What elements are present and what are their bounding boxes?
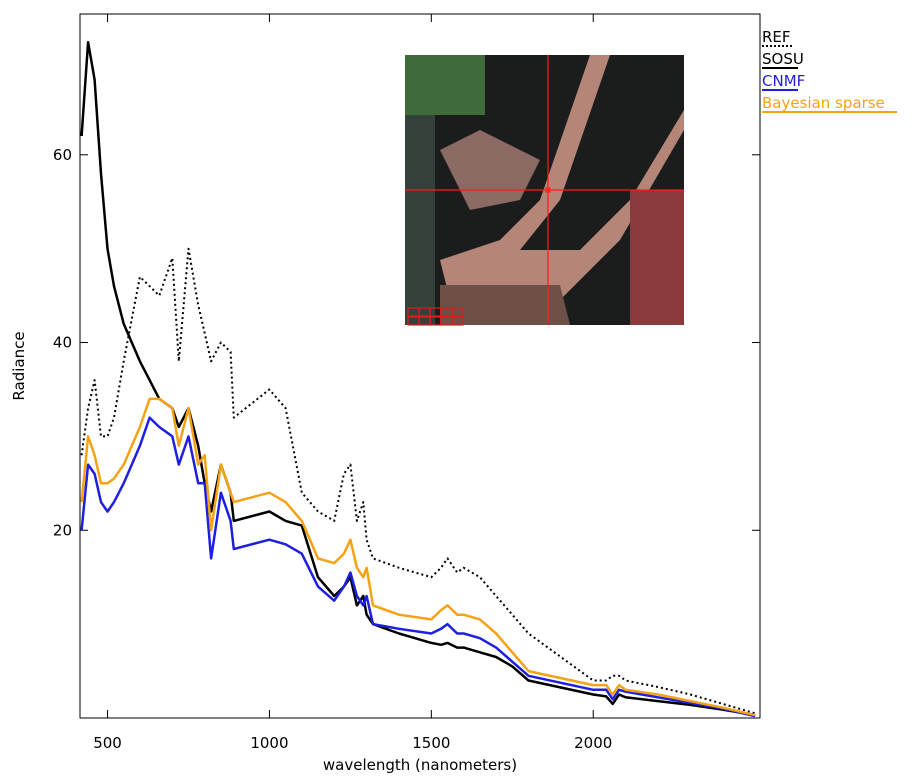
y-tick-label: 60 [53,146,72,164]
legend-label: CNMF [762,72,805,90]
legend-label: Bayesian sparse [762,94,885,112]
legend-label: REF [762,28,791,46]
x-tick-label: 500 [93,734,122,752]
x-axis-label: wavelength (nanometers) [323,756,517,774]
y-tick-label: 40 [53,334,72,352]
line-series [80,416,756,718]
plot-frame [79,13,761,719]
y-tick-label: 20 [53,521,72,539]
inset-image [405,55,684,326]
line-series [80,397,756,717]
x-tick-label: 1500 [412,734,450,752]
x-tick-label: 2000 [574,734,612,752]
legend-label: SOSU [762,50,804,68]
x-tick-label: 1000 [250,734,288,752]
y-axis-label: Radiance [10,331,28,400]
line-series [80,247,756,715]
